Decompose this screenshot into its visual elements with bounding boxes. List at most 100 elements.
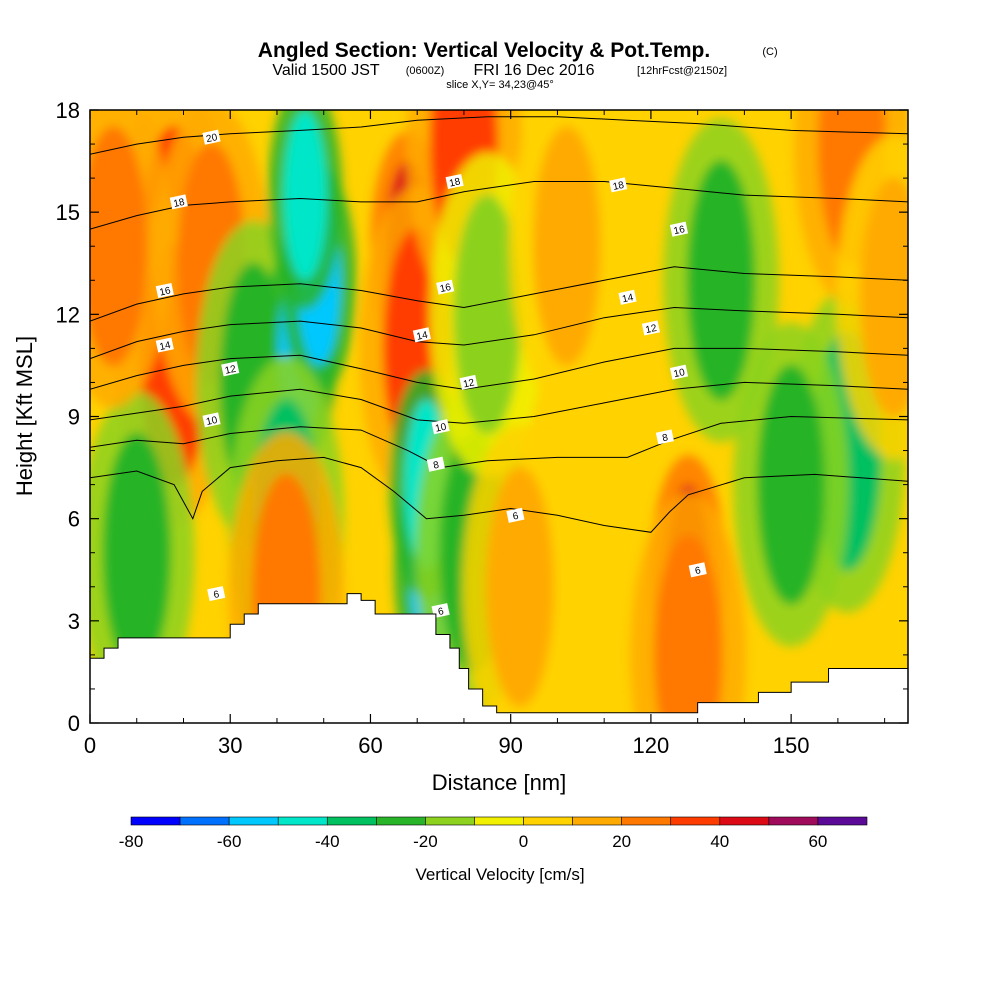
y-tick-label-0: 0: [68, 711, 80, 736]
svg-text:16: 16: [159, 285, 173, 298]
colorbar-swatch--60: [228, 816, 279, 826]
isotherm-label-8-0: 8: [426, 456, 445, 472]
colorbar-swatch--10: [474, 816, 524, 826]
svg-text:6: 6: [694, 565, 702, 577]
svg-text:12: 12: [224, 364, 238, 377]
isotherm-12: [90, 347, 908, 390]
svg-text:14: 14: [416, 330, 430, 343]
colorbar-swatch-10: [572, 816, 622, 826]
svg-text:12: 12: [645, 323, 659, 336]
isotherm-18: [90, 181, 908, 230]
x-tick-label-120: 120: [633, 733, 670, 758]
svg-text:20: 20: [205, 132, 219, 145]
isotherm-label-10-0: 10: [202, 412, 221, 428]
colorbar-swatch--30: [376, 816, 426, 826]
isotherm-label-12-0: 12: [221, 361, 240, 377]
terrain: [90, 593, 908, 723]
velocity-core-20: [687, 160, 756, 401]
colorbar-tick--20: -20: [413, 832, 438, 851]
isotherm-14: [90, 306, 908, 360]
svg-text:14: 14: [159, 340, 173, 353]
svg-text:16: 16: [673, 224, 687, 237]
x-tick-label-30: 30: [218, 733, 242, 758]
isotherm-6: [90, 456, 908, 533]
isotherm-label-6-2: 6: [506, 507, 525, 523]
isotherm-label-14-2: 14: [618, 289, 637, 305]
colorbar-swatch--50: [277, 816, 328, 826]
svg-text:18: 18: [448, 176, 462, 189]
colorbar-tick-20: 20: [612, 832, 631, 851]
colorbar-swatch--80: [130, 816, 181, 826]
valid-time: Valid 1500 JST: [272, 62, 380, 79]
forecast-info: [12hrFcst@2150z]: [637, 65, 727, 77]
velocity-core-17: [532, 126, 601, 367]
y-tick-label-6: 6: [68, 507, 80, 532]
axes: 0 30 60 90 120 150 0 3 6 9 12 15 18: [56, 98, 908, 758]
svg-text:6: 6: [213, 589, 221, 601]
svg-text:10: 10: [673, 367, 687, 380]
isotherm-label-14-0: 14: [155, 337, 174, 353]
velocity-core-26: [859, 177, 908, 418]
colorbar-swatch-60: [817, 816, 868, 826]
svg-text:18: 18: [612, 180, 626, 193]
colorbar-tick-60: 60: [808, 832, 827, 851]
svg-text:10: 10: [205, 415, 219, 428]
x-axis-label: Distance [nm]: [432, 770, 567, 795]
velocity-core-15: [453, 194, 522, 435]
isotherm-label-20-0: 20: [202, 129, 221, 145]
colorbar-tick--60: -60: [217, 832, 242, 851]
isotherm-label-18-2: 18: [609, 177, 628, 193]
valid-date: FRI 16 Dec 2016: [474, 62, 595, 79]
colorbar-swatch--20: [425, 816, 475, 826]
colorbar-swatch-20: [621, 816, 672, 826]
y-axis-label: Height [Kft MSL]: [12, 336, 37, 496]
svg-text:18: 18: [173, 197, 187, 210]
x-tick-label-150: 150: [773, 733, 810, 758]
svg-text:10: 10: [434, 422, 448, 435]
colorbar-label: Vertical Velocity [cm/s]: [415, 865, 584, 884]
isotherm-label-12-2: 12: [641, 320, 660, 336]
y-tick-label-3: 3: [68, 609, 80, 634]
isotherm-label-10-2: 10: [669, 364, 689, 380]
velocity-core-22: [757, 364, 826, 605]
velocity-core-24: [90, 126, 148, 367]
isotherm-label-16-2: 16: [669, 221, 689, 237]
colorbar-swatch-30: [670, 816, 721, 826]
x-tick-label-0: 0: [84, 733, 96, 758]
isotherm-label-8-1: 8: [655, 429, 674, 445]
plot-area: 6 6 6 6 8 8 10 10 10 12 12 12 14 14 14 16 16 16 18 18 18 20: [90, 110, 908, 723]
isotherm-label-16-1: 16: [436, 279, 455, 295]
velocity-core-16: [486, 466, 555, 707]
colorbar-swatch--70: [179, 816, 230, 826]
chart-title: Angled Section: Vertical Velocity & Pot.…: [258, 39, 710, 62]
isotherm-label-14-1: 14: [412, 327, 431, 343]
isotherm-label-6-0: 6: [207, 586, 226, 602]
x-tick-label-60: 60: [358, 733, 382, 758]
isotherm-label-6-3: 6: [688, 562, 707, 578]
y-tick-label-9: 9: [68, 405, 80, 430]
colorbar-swatch-40: [719, 816, 770, 826]
colorbar-swatch-0: [523, 816, 573, 826]
y-tick-label-12: 12: [56, 302, 80, 327]
svg-text:12: 12: [462, 377, 476, 390]
colorbar-tick-40: 40: [710, 832, 729, 851]
valid-zulu: (0600Z): [406, 65, 445, 77]
colorbar-tick-0: 0: [519, 832, 528, 851]
isotherm-label-18-0: 18: [169, 194, 188, 210]
svg-text:6: 6: [437, 606, 445, 618]
colorbar: -80 -60 -40 -20 0 20 40 60: [119, 816, 868, 851]
svg-text:8: 8: [432, 460, 440, 472]
svg-text:16: 16: [439, 282, 453, 295]
colorbar-swatch--40: [326, 816, 377, 826]
velocity-core-19: [654, 534, 723, 723]
y-tick-label-18: 18: [56, 98, 80, 123]
velocity-core-6: [283, 110, 328, 281]
isotherm-label-10-1: 10: [431, 419, 450, 435]
isotherm-20: [90, 116, 908, 155]
slice-info: slice X,Y= 34,23@45°: [446, 79, 554, 91]
isotherm-16: [90, 266, 908, 322]
velocity-core-23: [102, 432, 171, 673]
isotherm-label-12-1: 12: [459, 374, 478, 390]
isotherm-contours: 6 6 6 6 8 8 10 10 10 12 12 12 14 14 14 16 16 16 18 18 18 20: [90, 116, 908, 619]
